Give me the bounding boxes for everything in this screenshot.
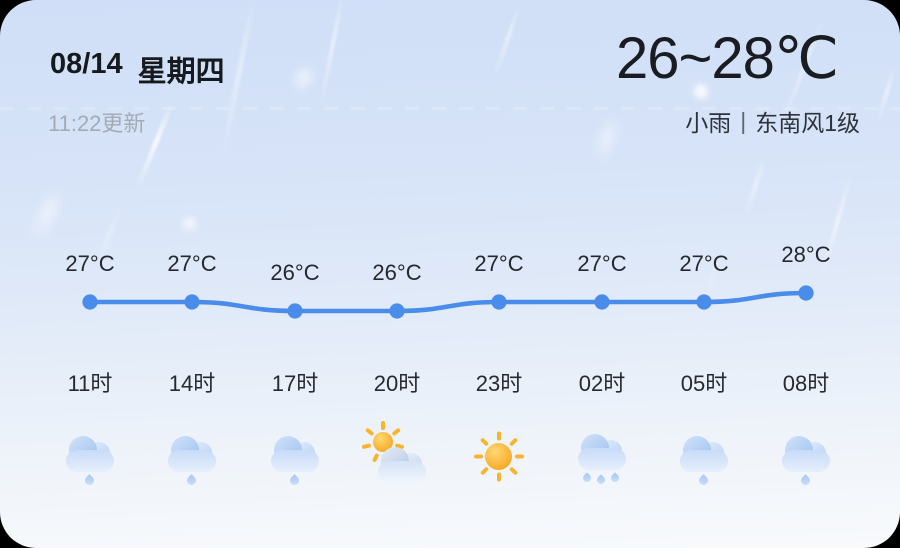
rain-streak	[876, 66, 896, 124]
separator: |	[740, 107, 747, 134]
rain-streak	[220, 0, 256, 161]
sunny-icon	[467, 430, 531, 494]
cloud-shape	[168, 436, 216, 472]
wind-text: 东南风1级	[755, 110, 860, 136]
point-temp-label: 27°C	[65, 251, 115, 276]
condition-text: 小雨	[685, 110, 732, 136]
raindrop-shape	[288, 474, 301, 487]
cloud-shape	[680, 436, 728, 472]
moderate-rain-icon	[570, 430, 634, 494]
rain-streak	[492, 4, 522, 78]
light-rain-icon	[263, 430, 327, 494]
temperature-point	[287, 303, 303, 319]
temperature-line	[87, 290, 809, 314]
cloud-shape	[578, 434, 626, 470]
point-temp-label: 27°C	[474, 251, 524, 276]
raindrop-shape	[609, 472, 621, 484]
temperature-point	[491, 294, 507, 310]
point-temp-label: 27°C	[577, 251, 627, 276]
temperature-range: 26~28℃	[615, 26, 839, 91]
cloud-shape	[782, 436, 830, 472]
temperature-point	[798, 285, 814, 301]
light-rain-icon	[160, 430, 224, 494]
cloud-shape	[378, 447, 426, 483]
point-temp-label: 27°C	[167, 251, 217, 276]
raindrop-shape	[581, 472, 593, 484]
temperature-point	[696, 294, 712, 310]
light-rain-icon	[672, 430, 736, 494]
sun-shape	[473, 431, 524, 482]
rain-streak	[318, 0, 346, 108]
cloud-shape	[271, 436, 319, 472]
point-temp-label: 26°C	[270, 260, 320, 285]
rain-streak	[30, 187, 64, 241]
point-temp-label: 27°C	[679, 251, 729, 276]
condition-row: 小雨 | 东南风1级	[685, 104, 860, 138]
light-rain-icon	[774, 430, 838, 494]
temperature-point	[389, 303, 405, 319]
hour-label: 23时	[475, 371, 523, 396]
rain-streak	[291, 62, 316, 96]
temperature-point	[594, 294, 610, 310]
hour-label: 20时	[373, 371, 421, 396]
raindrop-shape	[595, 474, 607, 486]
hour-label: 11时	[67, 371, 113, 396]
rain-streak	[743, 156, 767, 218]
temperature-point	[184, 294, 200, 310]
rain-bokeh	[183, 217, 196, 230]
point-temp-label: 26°C	[372, 260, 422, 285]
hour-label: 14时	[168, 371, 216, 396]
weekday-text: 星期四	[137, 56, 225, 88]
sun-shape	[361, 420, 405, 463]
light-rain-icon	[58, 430, 122, 494]
cloud-shape	[66, 436, 114, 472]
hour-label: 08时	[782, 371, 830, 396]
date-row: 08/14 星期四	[50, 48, 225, 90]
hour-label: 17时	[271, 371, 319, 396]
raindrop-shape	[697, 474, 710, 487]
partly-cloudy-icon	[361, 420, 429, 494]
date-text: 08/14	[50, 48, 123, 80]
hour-label: 02时	[578, 371, 626, 396]
point-temp-label: 28°C	[781, 242, 831, 267]
raindrop-shape	[185, 474, 198, 487]
hour-label: 05时	[680, 371, 728, 396]
raindrop-shape	[799, 474, 812, 487]
raindrop-shape	[83, 474, 96, 487]
rain-streak	[592, 115, 621, 165]
updated-time: 11:22更新	[48, 111, 146, 136]
temperature-point	[82, 294, 98, 310]
